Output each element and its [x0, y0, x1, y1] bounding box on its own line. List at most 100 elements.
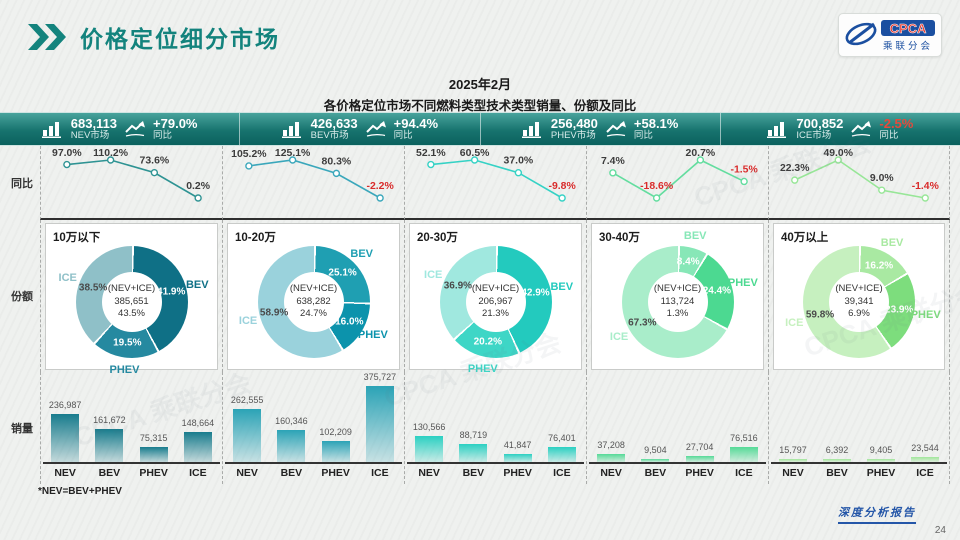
yoy-line-chart-40万以上: 22.3% 49.0% 9.0% -1.4%	[768, 146, 950, 220]
svg-text:-1.4%: -1.4%	[912, 181, 939, 192]
x-label-BEV: BEV	[280, 467, 303, 479]
stat-value: 256,480	[550, 115, 598, 131]
stat-yoy-label: 同比	[879, 129, 899, 141]
donut-pct-ICE: 36.9%	[443, 280, 473, 292]
donut-center-text: (NEV+ICE) 638,282 24.7%	[283, 272, 344, 332]
x-label-NEV: NEV	[782, 467, 804, 479]
svg-text:-18.6%: -18.6%	[640, 181, 674, 192]
stat-value-group: 683,113 NEV市场	[70, 116, 117, 142]
svg-text:-9.8%: -9.8%	[548, 181, 576, 192]
x-label-PHEV: PHEV	[685, 467, 714, 479]
stat-yoy-group: -2.5% 同比	[879, 116, 913, 142]
bar-NEV	[51, 414, 80, 462]
segment-title: 40万以上	[781, 232, 829, 244]
bar-chart-area: 37,208 9,504 27,704 76,516	[589, 386, 766, 464]
yoy-line-chart-30-40万: 7.4% -18.6% 20.7% -1.5%	[586, 146, 768, 220]
bar-value: 6,392	[825, 445, 849, 455]
page-title: 价格定位细分市场	[80, 26, 280, 52]
bar-value: 9,504	[644, 445, 667, 455]
donut-name-PHEV: PHEV	[727, 277, 758, 290]
x-label-NEV: NEV	[236, 467, 258, 479]
x-label-BEV: BEV	[98, 467, 121, 479]
x-label-BEV: BEV	[644, 467, 667, 479]
bar-x-axis: NEV BEV PHEV ICE	[589, 467, 766, 479]
stat-block-NEV市场: 683,113 NEV市场 +79.0% 同比	[0, 113, 241, 145]
svg-text:0.2%: 0.2%	[186, 181, 210, 192]
stat-market-label: PHEV市场	[550, 129, 596, 141]
bar-BEV	[95, 429, 124, 462]
x-label-ICE: ICE	[553, 467, 571, 479]
svg-text:49.0%: 49.0%	[824, 148, 853, 159]
yoy-line-svg: 7.4% -18.6% 20.7% -1.5%	[601, 148, 758, 202]
segment-title: 30-40万	[599, 232, 640, 244]
stat-value: 700,852	[796, 115, 844, 131]
x-label-PHEV: PHEV	[503, 467, 532, 479]
bar-x-axis: NEV BEV PHEV ICE	[407, 467, 584, 479]
stat-block-ICE市场: 700,852 ICE市场 -2.5% 同比	[721, 113, 960, 145]
page-number: 24	[934, 525, 946, 536]
svg-text:73.6%: 73.6%	[140, 156, 170, 167]
stat-block-PHEV市场: 256,480 PHEV市场 +58.1% 同比	[481, 113, 721, 145]
bar-BEV	[641, 459, 670, 462]
bar-value: 23,544	[911, 443, 939, 453]
bar-BEV	[459, 444, 488, 462]
stat-value-group: 700,852 ICE市场	[796, 115, 844, 142]
bar-value: 130,566	[412, 422, 446, 432]
donut-pct-BEV: 41.9%	[157, 286, 186, 298]
bar-ICE	[365, 386, 394, 462]
donut-name-ICE: ICE	[785, 317, 804, 329]
bar-value: 75,315	[139, 433, 168, 443]
trend-arrow-icon	[124, 120, 146, 138]
x-label-PHEV: PHEV	[139, 467, 168, 479]
donut-pct-BEV: 16.2%	[864, 260, 894, 272]
donut-pct-ICE: 38.5%	[78, 282, 108, 294]
yoy-line-chart-20-30万: 52.1% 60.5% 37.0% -9.8%	[404, 146, 586, 220]
bar-value: 76,516	[730, 433, 758, 443]
header: 价格定位细分市场	[28, 20, 280, 54]
share-donut-30-40万: 30-40万 (NEV+ICE) 113,724 1.3% 8.4% BEV 24.4% PH…	[586, 220, 768, 372]
donut-pct-ICE: 67.3%	[628, 317, 657, 329]
bar-value: 236,987	[48, 400, 82, 410]
donut-pct-BEV: 8.4%	[676, 256, 700, 268]
donut-pct-PHEV: 19.5%	[113, 337, 142, 349]
donut-center-text: (NEV+ICE) 385,651 43.5%	[101, 272, 162, 332]
bar-chart-icon	[41, 120, 64, 138]
bar-chart-area: 130,566 88,719 41,847 76,401	[407, 386, 584, 464]
bar-PHEV	[321, 441, 350, 462]
volume-bars-30-40万: 37,208 9,504 27,704 76,516 NEV BEV PHEV ICE	[586, 372, 768, 484]
bar-NEV	[779, 459, 807, 462]
stat-yoy-label: 同比	[393, 129, 413, 141]
bar-value: 9,405	[869, 445, 893, 455]
yoy-line-svg: 22.3% 49.0% 9.0% -1.4%	[780, 148, 939, 202]
yoy-line-svg: 97.0% 110.2% 73.6% 0.2%	[52, 148, 211, 202]
stat-market-label: NEV市场	[70, 129, 110, 141]
yoy-line-chart-10万以下: 97.0% 110.2% 73.6% 0.2%	[40, 146, 222, 220]
donut-name-ICE: ICE	[609, 330, 629, 343]
svg-text:80.3%: 80.3%	[322, 156, 352, 167]
bar-BEV	[823, 459, 851, 462]
x-label-PHEV: PHEV	[866, 467, 896, 479]
share-donut-40万以上: 40万以上 (NEV+ICE) 39,341 6.9% 16.2% BEV 23.9% PHE…	[768, 220, 950, 372]
svg-text:CPCA: CPCA	[890, 21, 927, 36]
row-label-share: 份额	[11, 291, 33, 303]
x-label-ICE: ICE	[916, 467, 934, 479]
stat-value: 426,633	[310, 115, 358, 131]
stat-yoy-value: +79.0%	[153, 115, 198, 131]
donut-box: 20-30万 (NEV+ICE) 206,967 21.3% 42.9% BEV 20.2%…	[409, 223, 582, 375]
svg-text:9.0%: 9.0%	[870, 173, 894, 184]
donut-name-BEV: BEV	[683, 230, 707, 243]
bar-value: 102,209	[319, 427, 352, 437]
row-label-volume: 销量	[11, 423, 33, 435]
bar-value: 76,401	[548, 433, 576, 443]
bar-ICE	[183, 432, 212, 462]
segment-title: 10-20万	[235, 232, 276, 244]
x-label-PHEV: PHEV	[321, 467, 350, 479]
stat-yoy-value: +94.4%	[393, 115, 439, 131]
donut-pct-BEV: 42.9%	[521, 287, 550, 299]
stat-yoy-group: +94.4% 同比	[393, 115, 439, 142]
donut-name-ICE: ICE	[238, 314, 258, 327]
bar-chart-area: 15,797 6,392 9,405 23,544	[771, 386, 947, 464]
x-label-ICE: ICE	[735, 467, 753, 479]
x-label-ICE: ICE	[371, 467, 389, 479]
stat-yoy-value: +58.1%	[633, 115, 679, 131]
